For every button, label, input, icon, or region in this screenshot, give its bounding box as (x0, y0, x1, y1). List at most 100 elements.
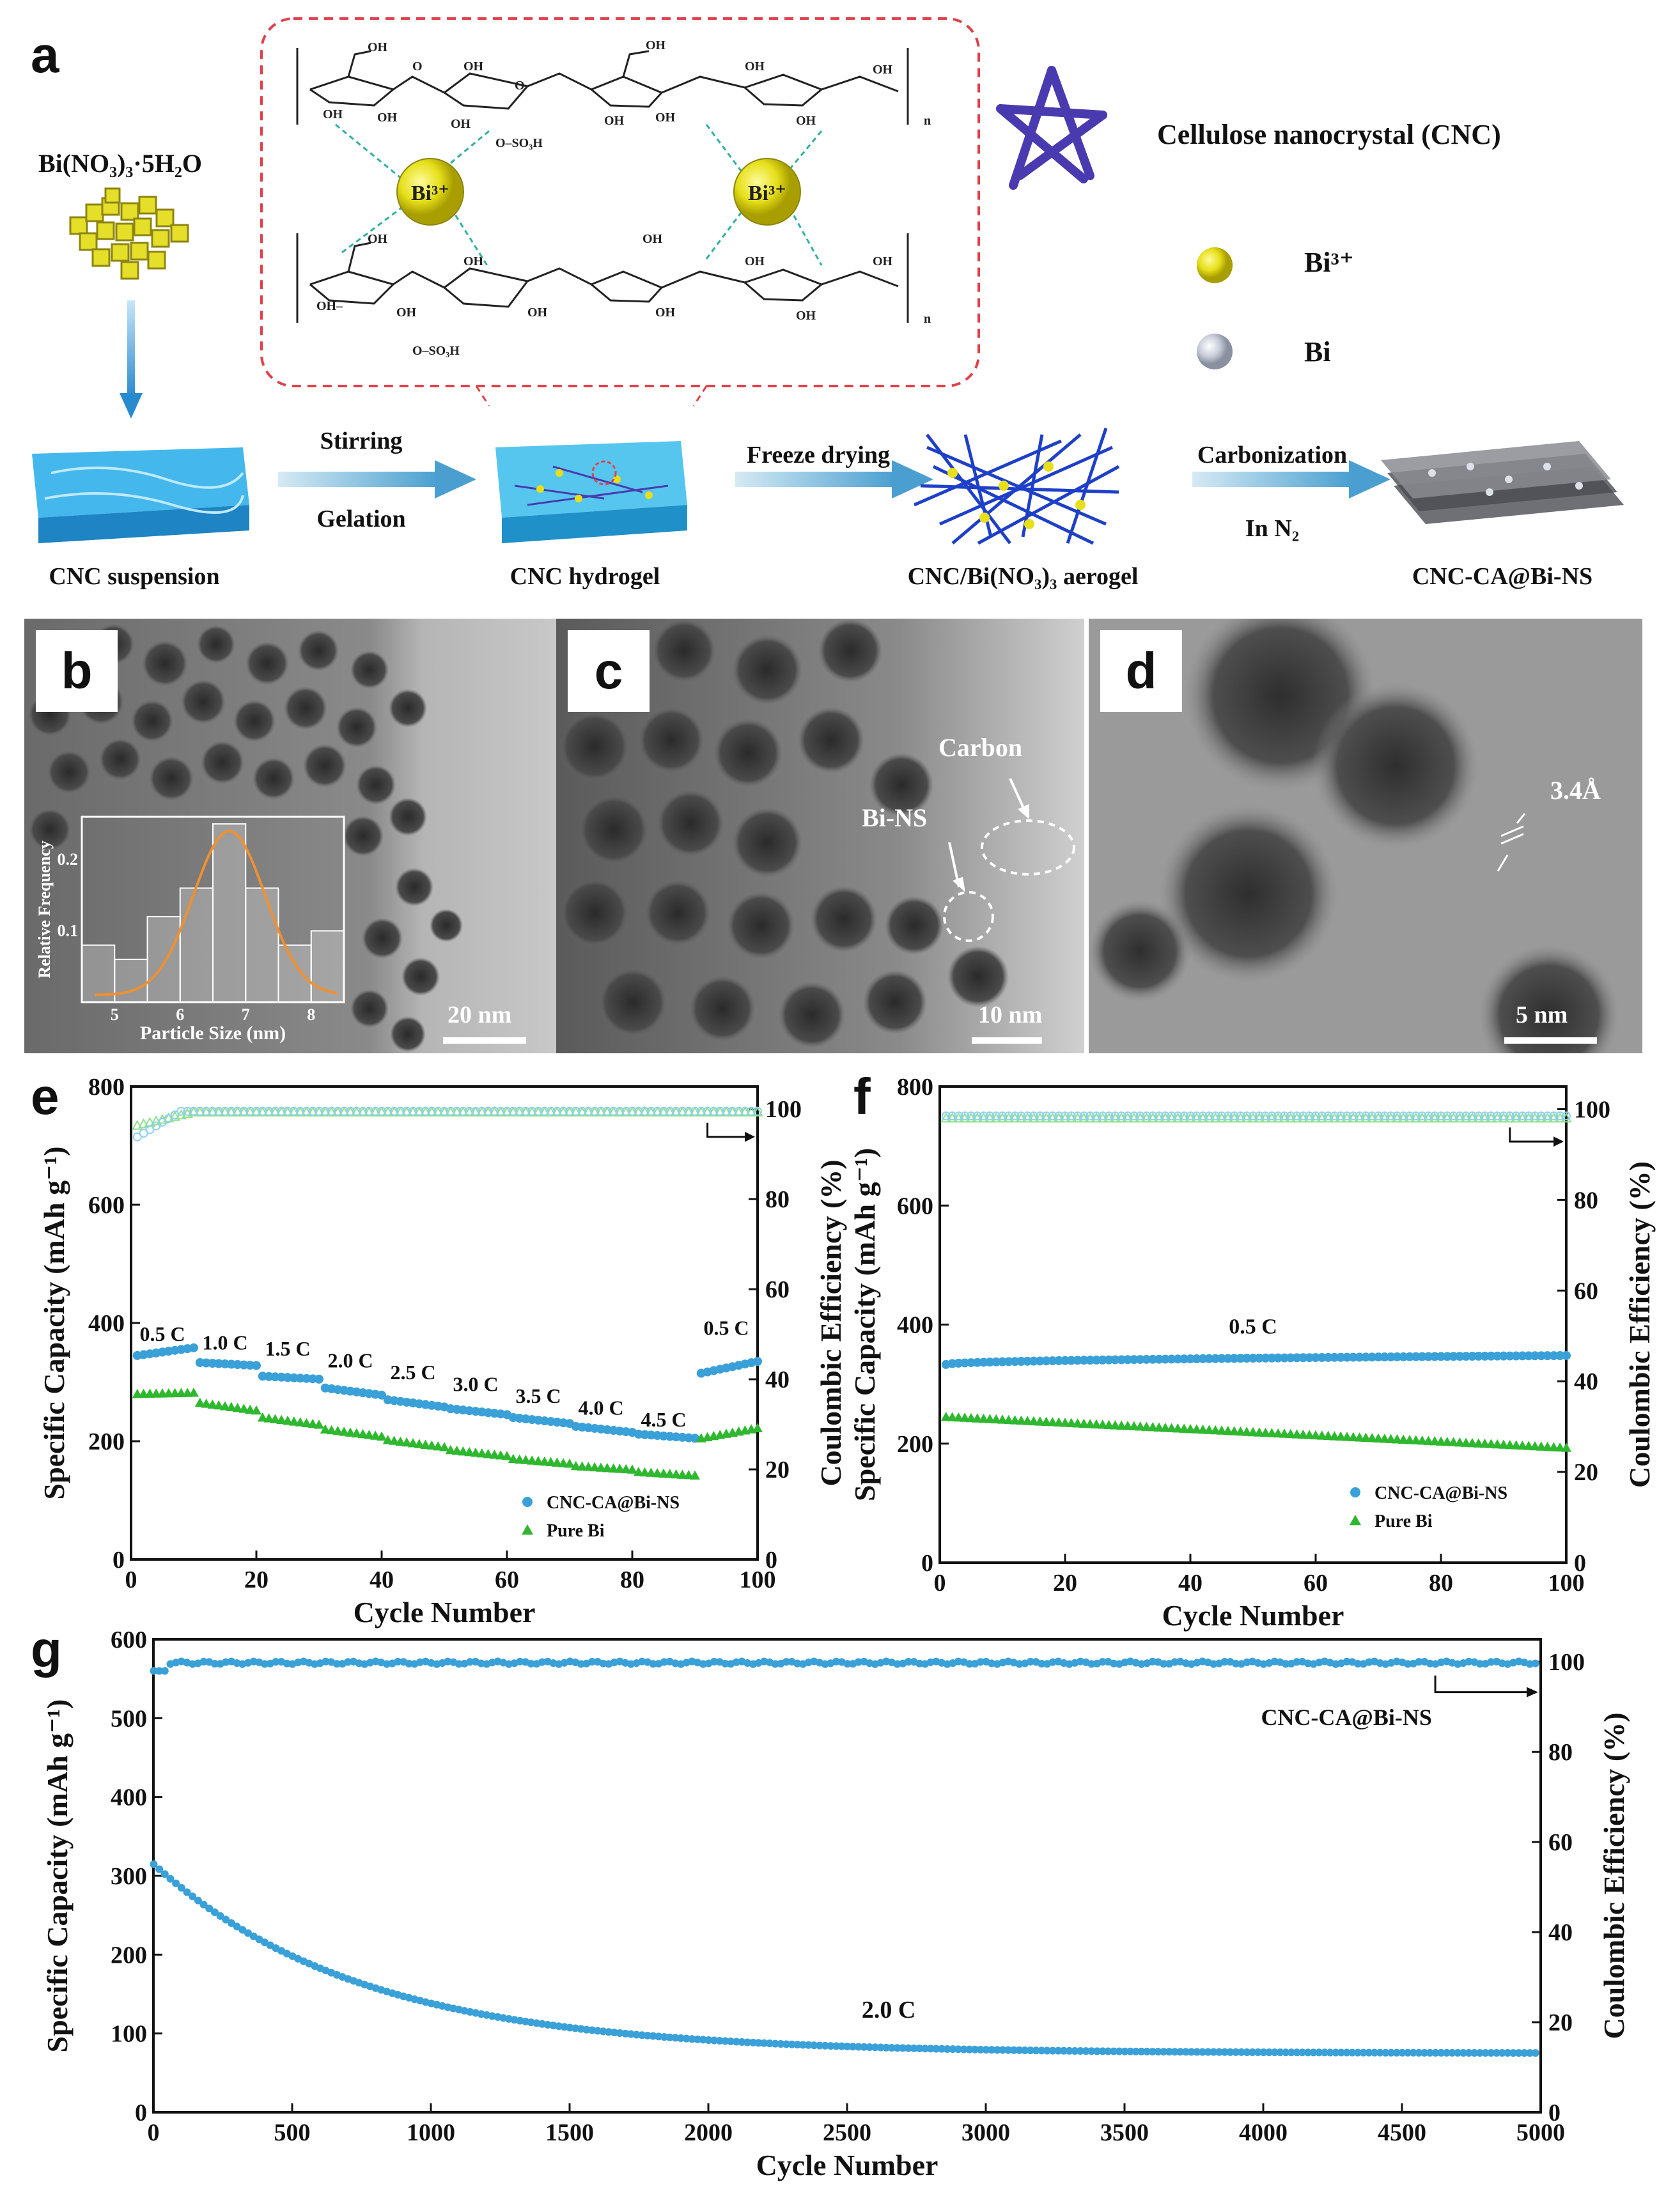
pure-bi-capacity-point (677, 1469, 688, 1479)
ce-cnc-point (1486, 1111, 1496, 1121)
pure-bi-capacity-point (1316, 1430, 1327, 1440)
capacity-point (949, 2045, 957, 2053)
pure-bi-capacity-point (401, 1437, 412, 1447)
pure-bi-capacity-point (985, 1414, 995, 1423)
svg-text:OH: OH (655, 306, 676, 320)
cnc-capacity-point (1536, 1351, 1546, 1361)
capacity-point (738, 2038, 746, 2046)
ce-point (976, 1658, 985, 1666)
capacity-point (910, 2044, 918, 2052)
pure-bi-capacity-point (377, 1431, 387, 1441)
pure-bi-capacity-point (257, 1412, 268, 1422)
y2-tick-label: 20 (1548, 2009, 1573, 2036)
pure-bi-capacity-point (1279, 1428, 1289, 1438)
pure-bi-capacity-point (1254, 1427, 1265, 1437)
pure-bi-capacity-point (1398, 1434, 1409, 1444)
svg-text:OH: OH (604, 114, 625, 128)
panel-label-g: g (31, 1621, 62, 1678)
x-tick-label: 3500 (1100, 2119, 1149, 2146)
cnc-capacity-point (1117, 1355, 1126, 1365)
svg-text:OH: OH (642, 232, 663, 246)
pure-bi-capacity-point (1417, 1435, 1428, 1445)
cnc-capacity-point (1486, 1351, 1496, 1361)
tem-panel-d: d 3.4Å 5 nm (1089, 619, 1642, 1053)
step-freeze-drying: Freeze drying (746, 442, 891, 468)
x-tick-label: 60 (495, 1566, 519, 1593)
cnc-capacity-point (1048, 1356, 1057, 1366)
ce-point (150, 1667, 158, 1675)
inset-y-label: Relative Frequency (37, 840, 54, 978)
ce-cnc-point (941, 1111, 951, 1121)
legend-marker-cnc (1350, 1487, 1360, 1497)
panel-label-a: a (31, 26, 59, 83)
ce-cnc-point (1343, 1111, 1351, 1121)
ce-point (1365, 1658, 1373, 1666)
capacity-point (1376, 2048, 1384, 2057)
ce-cnc-point (1499, 1111, 1508, 1121)
pure-bi-capacity-point (189, 1388, 199, 1397)
pure-bi-capacity-point (1003, 1414, 1014, 1425)
pure-bi-capacity-point (978, 1413, 989, 1423)
ce-cnc-point (1186, 1111, 1195, 1121)
x-axis-label: Cycle Number (756, 2149, 938, 2181)
histogram-bar (114, 959, 148, 1003)
capacity-point (705, 2036, 713, 2044)
ce-cnc-point (1549, 1111, 1559, 1121)
panel-label-c-box: c (568, 630, 650, 712)
ce-point (155, 1667, 164, 1675)
ce-point (793, 1659, 802, 1667)
ce-cnc-point (1298, 1111, 1308, 1121)
pure-bi-capacity-point (1085, 1419, 1096, 1428)
ce-point (332, 1660, 341, 1668)
y2-tick-label: 80 (765, 1186, 790, 1213)
svg-text:O: O (412, 59, 423, 73)
capacity-point (1137, 2047, 1146, 2055)
capacity-point (1454, 2048, 1462, 2057)
capacity-point (988, 2046, 996, 2054)
ce-cnc-point (1016, 1111, 1026, 1121)
pure-bi-capacity-point (627, 1464, 637, 1474)
legend-cnc-label: Cellulose nanocrystal (CNC) (1157, 119, 1501, 150)
cnc-capacity-point (1254, 1353, 1264, 1363)
capacity-point (1298, 2048, 1307, 2057)
pure-bi-capacity-point (1486, 1439, 1497, 1448)
pure-bi-capacity-point (527, 1455, 538, 1465)
y-axis-label: Specific Capacity (mAh g⁻¹) (38, 1147, 70, 1500)
capacity-point (605, 2028, 613, 2036)
capacity-point (960, 2045, 968, 2053)
pure-bi-capacity-point (552, 1457, 563, 1467)
capacity-point (1021, 2046, 1029, 2055)
svg-text:Bi³⁺: Bi³⁺ (748, 182, 786, 205)
ce-axis-arrowhead (1527, 1687, 1538, 1698)
pure-bi-capacity-point (646, 1467, 657, 1477)
cnc-capacity-point (1455, 1352, 1465, 1361)
pure-bi-capacity-point (332, 1425, 343, 1435)
pure-bi-capacity-point (1373, 1433, 1383, 1442)
x-tick-label: 2500 (823, 2119, 871, 2146)
capacity-point (244, 1929, 252, 1937)
cnc-capacity-point (1092, 1356, 1101, 1365)
capacity-point (782, 2040, 790, 2048)
y2-tick-label: 0 (1574, 1550, 1586, 1577)
pure-bi-capacity-point (408, 1438, 418, 1448)
pure-bi-capacity-point (602, 1462, 612, 1473)
svg-text:OH: OH (451, 117, 471, 131)
label-carbon: Carbon (938, 733, 1023, 762)
inset-x-tick: 7 (242, 1005, 250, 1024)
cnc-capacity-point (1511, 1351, 1521, 1361)
pure-bi-capacity-point (1467, 1437, 1477, 1448)
cnc-capacity-point (1380, 1352, 1389, 1362)
capacity-point (1232, 2048, 1240, 2056)
cnc-capacity-point (1449, 1352, 1458, 1361)
capacity-point (616, 2029, 624, 2038)
cnc-capacity-point (1499, 1351, 1508, 1361)
pure-bi-capacity-point (458, 1446, 469, 1456)
pure-bi-capacity-point (1179, 1423, 1190, 1433)
cnc-capacity-point (1468, 1352, 1477, 1361)
x-tick-label: 2000 (684, 2119, 733, 2146)
pure-bi-capacity-point (664, 1469, 675, 1478)
cnc-star-icon (996, 66, 1107, 190)
pure-bi-capacity-point (283, 1415, 293, 1425)
pure-bi-capacity-point (1166, 1423, 1177, 1432)
capacity-point (837, 2042, 846, 2050)
